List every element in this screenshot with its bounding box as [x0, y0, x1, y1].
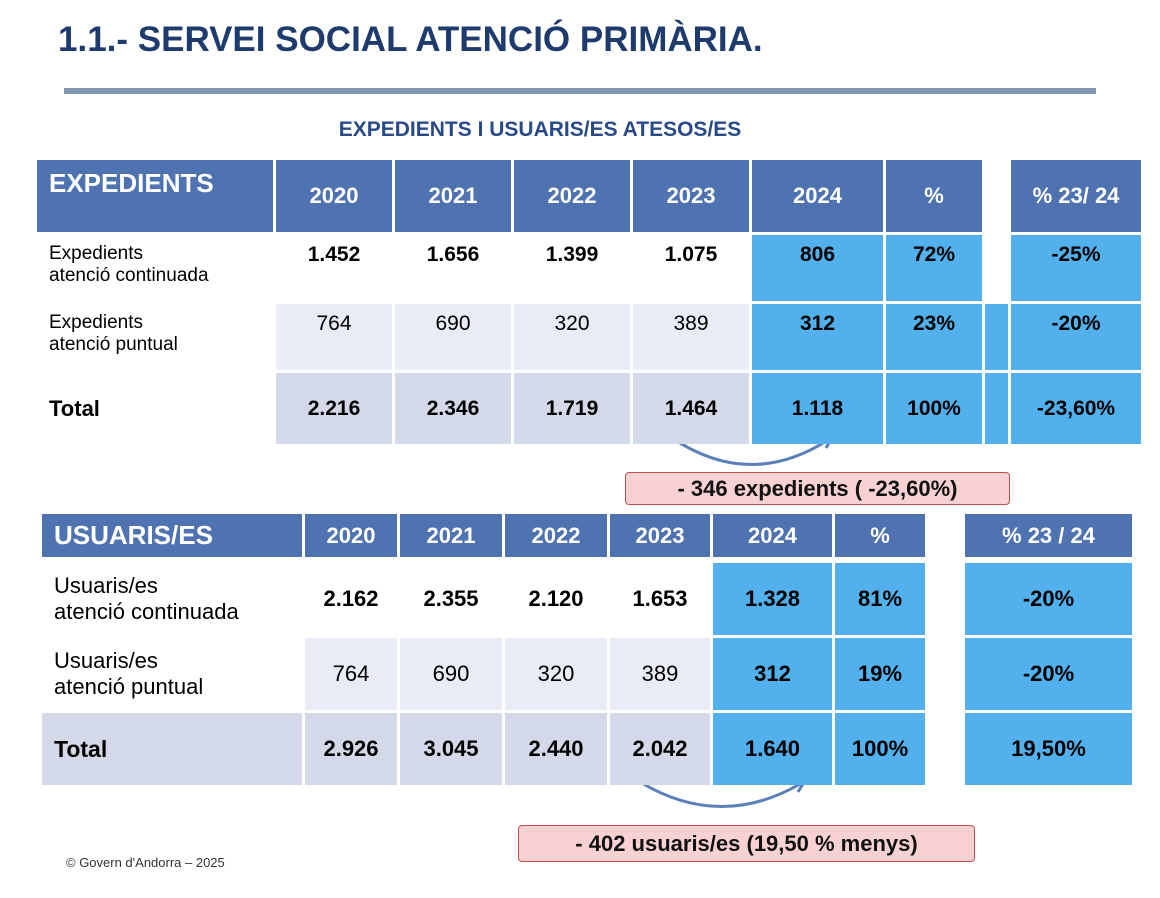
- table-cell: 690: [395, 304, 511, 370]
- row-label: Total: [42, 713, 302, 785]
- table-cell: 1.464: [633, 373, 749, 444]
- row-label: Total: [37, 373, 273, 444]
- table-cell: 389: [633, 304, 749, 370]
- table-cell: 690: [400, 638, 502, 710]
- table-cell: -20%: [965, 638, 1132, 710]
- table-cell: 1.653: [610, 563, 710, 635]
- arrow: [671, 436, 829, 466]
- row-label: Usuaris/es atenció continuada: [42, 563, 302, 635]
- table-cell: 764: [276, 304, 392, 370]
- table-cell: 2.926: [305, 713, 397, 785]
- column-header: 2021: [395, 160, 511, 232]
- table-cell: 72%: [886, 235, 982, 301]
- table-cell: 312: [713, 638, 832, 710]
- table-cell: -23,60%: [1011, 373, 1141, 444]
- table-cell: 2.440: [505, 713, 607, 785]
- column-header: 2023: [633, 160, 749, 232]
- column-header: % 23 / 24: [965, 514, 1132, 557]
- gap-cell: [985, 373, 1008, 444]
- table-cell: 3.045: [400, 713, 502, 785]
- column-header: 2020: [276, 160, 392, 232]
- column-header: %: [886, 160, 982, 232]
- row-label: Expedients atenció puntual: [37, 304, 273, 370]
- table-cell: 320: [514, 304, 630, 370]
- table-title: USUARIS/ES: [42, 514, 302, 557]
- table-cell: 1.075: [633, 235, 749, 301]
- column-header: 2022: [514, 160, 630, 232]
- table-title: EXPEDIENTS: [37, 160, 273, 232]
- table-cell: 1.452: [276, 235, 392, 301]
- table-cell: -20%: [965, 563, 1132, 635]
- row-label: Usuaris/es atenció puntual: [42, 638, 302, 710]
- table-cell: -20%: [1011, 304, 1141, 370]
- table-cell: 19,50%: [965, 713, 1132, 785]
- row-label: Expedients atenció continuada: [37, 235, 273, 301]
- column-header: 2023: [610, 514, 710, 557]
- footer: © Govern d'Andorra – 2025: [66, 855, 225, 870]
- table-cell: 23%: [886, 304, 982, 370]
- change-note: - 402 usuaris/es (19,50 % menys): [518, 825, 975, 862]
- table-cell: 1.719: [514, 373, 630, 444]
- table-cell: 19%: [835, 638, 925, 710]
- column-header: %: [835, 514, 925, 557]
- table-cell: 2.042: [610, 713, 710, 785]
- table-cell: 81%: [835, 563, 925, 635]
- arrow: [639, 780, 801, 808]
- column-header: 2020: [305, 514, 397, 557]
- table-cell: 2.162: [305, 563, 397, 635]
- slide-title: 1.1.- SERVEI SOCIAL ATENCIÓ PRIMÀRIA.: [58, 20, 763, 59]
- gap-cell: [985, 304, 1008, 370]
- table-cell: 1.399: [514, 235, 630, 301]
- column-header: 2024: [752, 160, 883, 232]
- column-header: 2022: [505, 514, 607, 557]
- table-cell: 1.328: [713, 563, 832, 635]
- table-cell: 1.118: [752, 373, 883, 444]
- table-cell: 100%: [835, 713, 925, 785]
- table-cell: 806: [752, 235, 883, 301]
- table-cell: -25%: [1011, 235, 1141, 301]
- table-cell: 320: [505, 638, 607, 710]
- column-header: 2021: [400, 514, 502, 557]
- column-header: 2024: [713, 514, 832, 557]
- subtitle: EXPEDIENTS I USUARIS/ES ATESOS/ES: [338, 118, 742, 141]
- table-cell: 312: [752, 304, 883, 370]
- table-cell: 389: [610, 638, 710, 710]
- table-cell: 100%: [886, 373, 982, 444]
- table-cell: 764: [305, 638, 397, 710]
- table-cell: 2.216: [276, 373, 392, 444]
- table-cell: 1.656: [395, 235, 511, 301]
- change-note: - 346 expedients ( -23,60%): [625, 472, 1010, 505]
- table-cell: 2.120: [505, 563, 607, 635]
- table-cell: 2.346: [395, 373, 511, 444]
- divider: [64, 88, 1096, 94]
- table-cell: 2.355: [400, 563, 502, 635]
- column-header: % 23/ 24: [1011, 160, 1141, 232]
- table-cell: 1.640: [713, 713, 832, 785]
